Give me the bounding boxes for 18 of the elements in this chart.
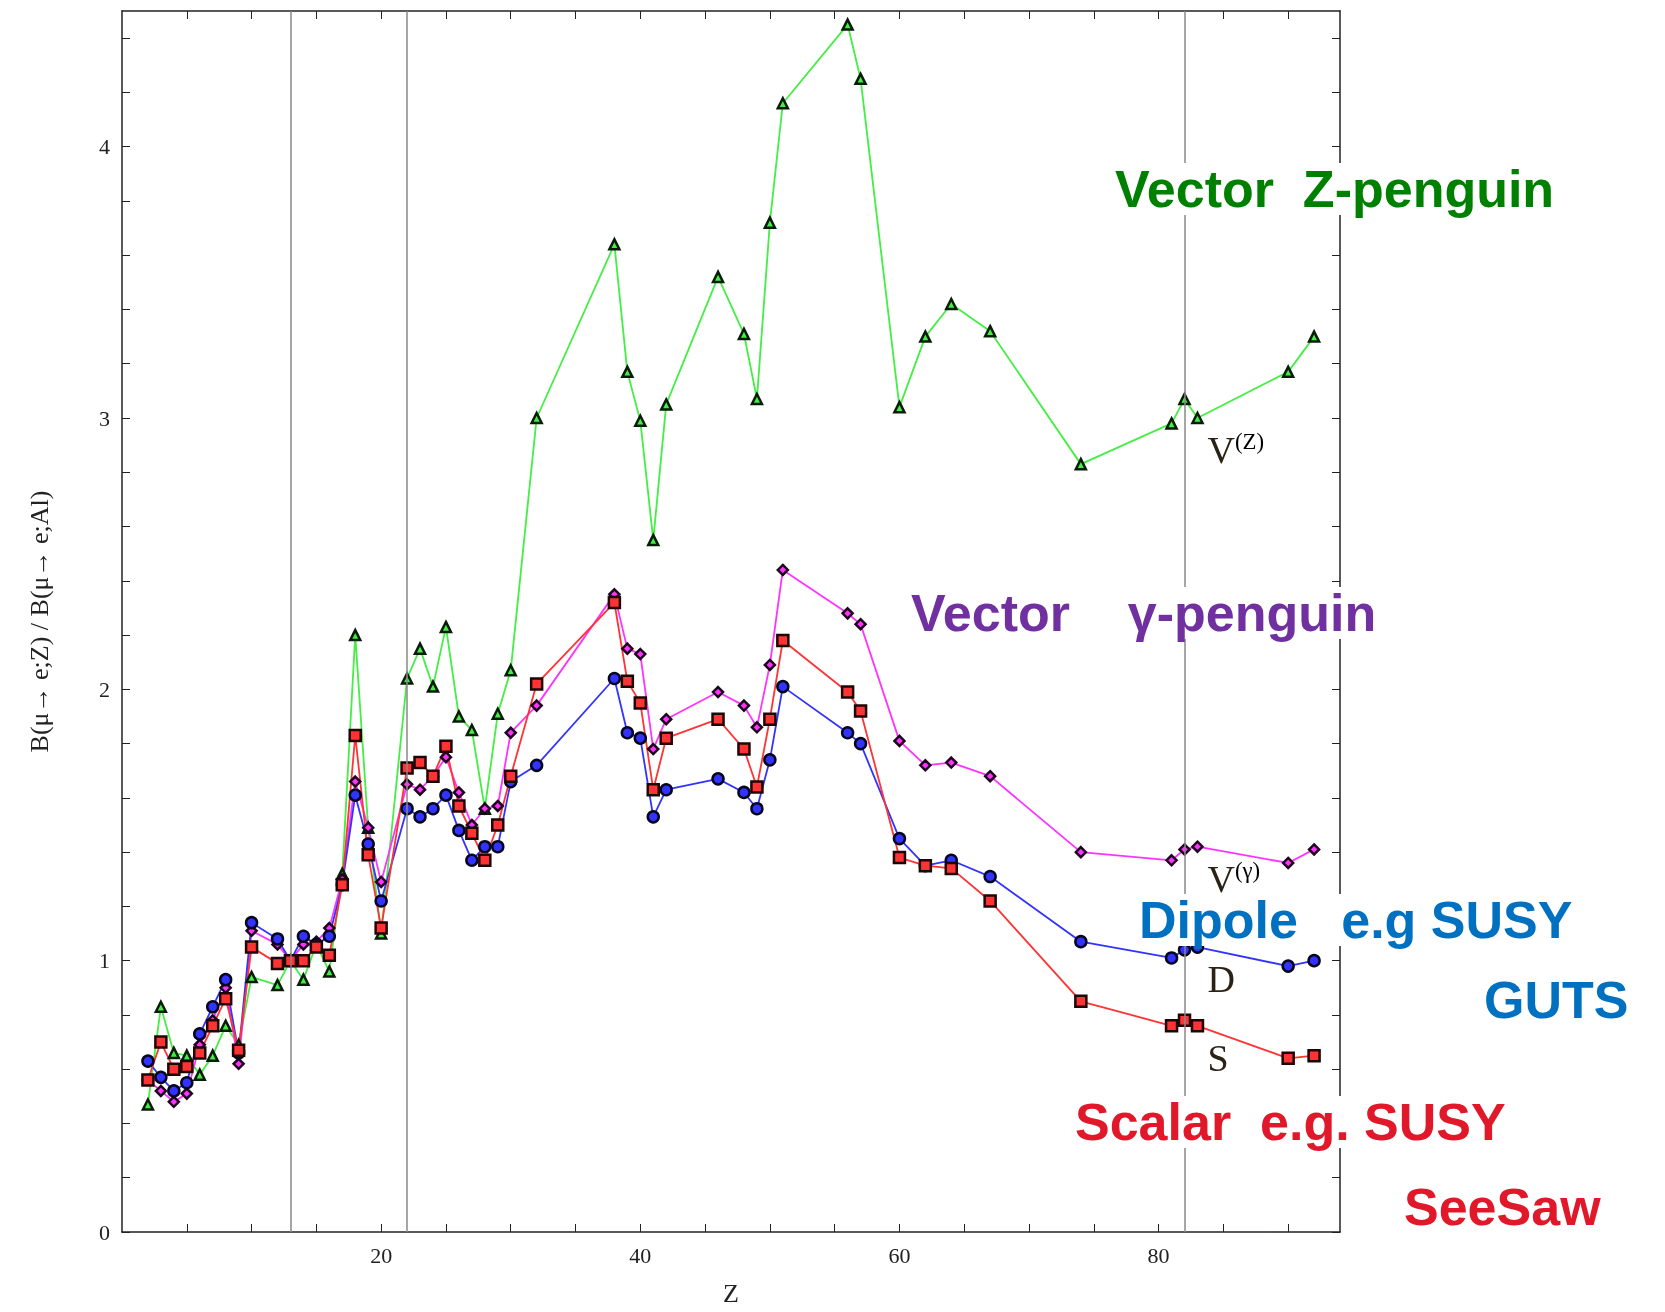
- text: SeeSaw: [1404, 1178, 1602, 1236]
- y-tick-label: 0: [99, 1219, 110, 1245]
- series-label: D: [1207, 958, 1235, 1001]
- annotation: Vector Z-penguin: [1115, 160, 1555, 218]
- text: GUTS: [1484, 971, 1629, 1029]
- x-tick-label: 40: [629, 1242, 652, 1268]
- x-tick-label: 20: [370, 1242, 393, 1268]
- y-tick-label: 2: [99, 676, 110, 702]
- y-axis-title: B(μ→ e;Z) / B(μ→ e;Al): [24, 490, 54, 753]
- series-label: S: [1207, 1036, 1229, 1079]
- y-tick-label: 4: [99, 134, 110, 160]
- annotation: Scalar e.g. SUSY: [1075, 1093, 1506, 1151]
- x-axis-title: Z: [723, 1278, 739, 1308]
- annotation: Vector γ-penguin: [911, 584, 1377, 642]
- x-tick-label: 60: [888, 1242, 911, 1268]
- x-tick-label: 80: [1147, 1242, 1170, 1268]
- y-tick-label: 1: [99, 948, 110, 974]
- y-tick-label: 3: [99, 405, 110, 431]
